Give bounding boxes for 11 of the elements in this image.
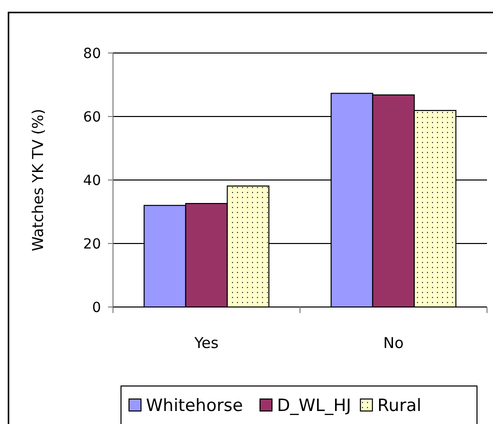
y-tick-label: 80 (83, 46, 101, 62)
y-tick-label: 0 (92, 300, 101, 316)
legend-label: D_WL_HJ (277, 396, 352, 416)
x-tick-label: No (383, 334, 404, 352)
y-tick-label: 60 (83, 109, 101, 126)
x-tick-label: Yes (193, 334, 219, 352)
y-tick-label: 40 (83, 172, 101, 189)
y-tick-label: 20 (83, 236, 101, 252)
legend-label: Whitehorse (146, 396, 243, 416)
y-axis-title: Watches YK TV (%) (29, 108, 47, 252)
legend-label: Rural (377, 396, 422, 416)
